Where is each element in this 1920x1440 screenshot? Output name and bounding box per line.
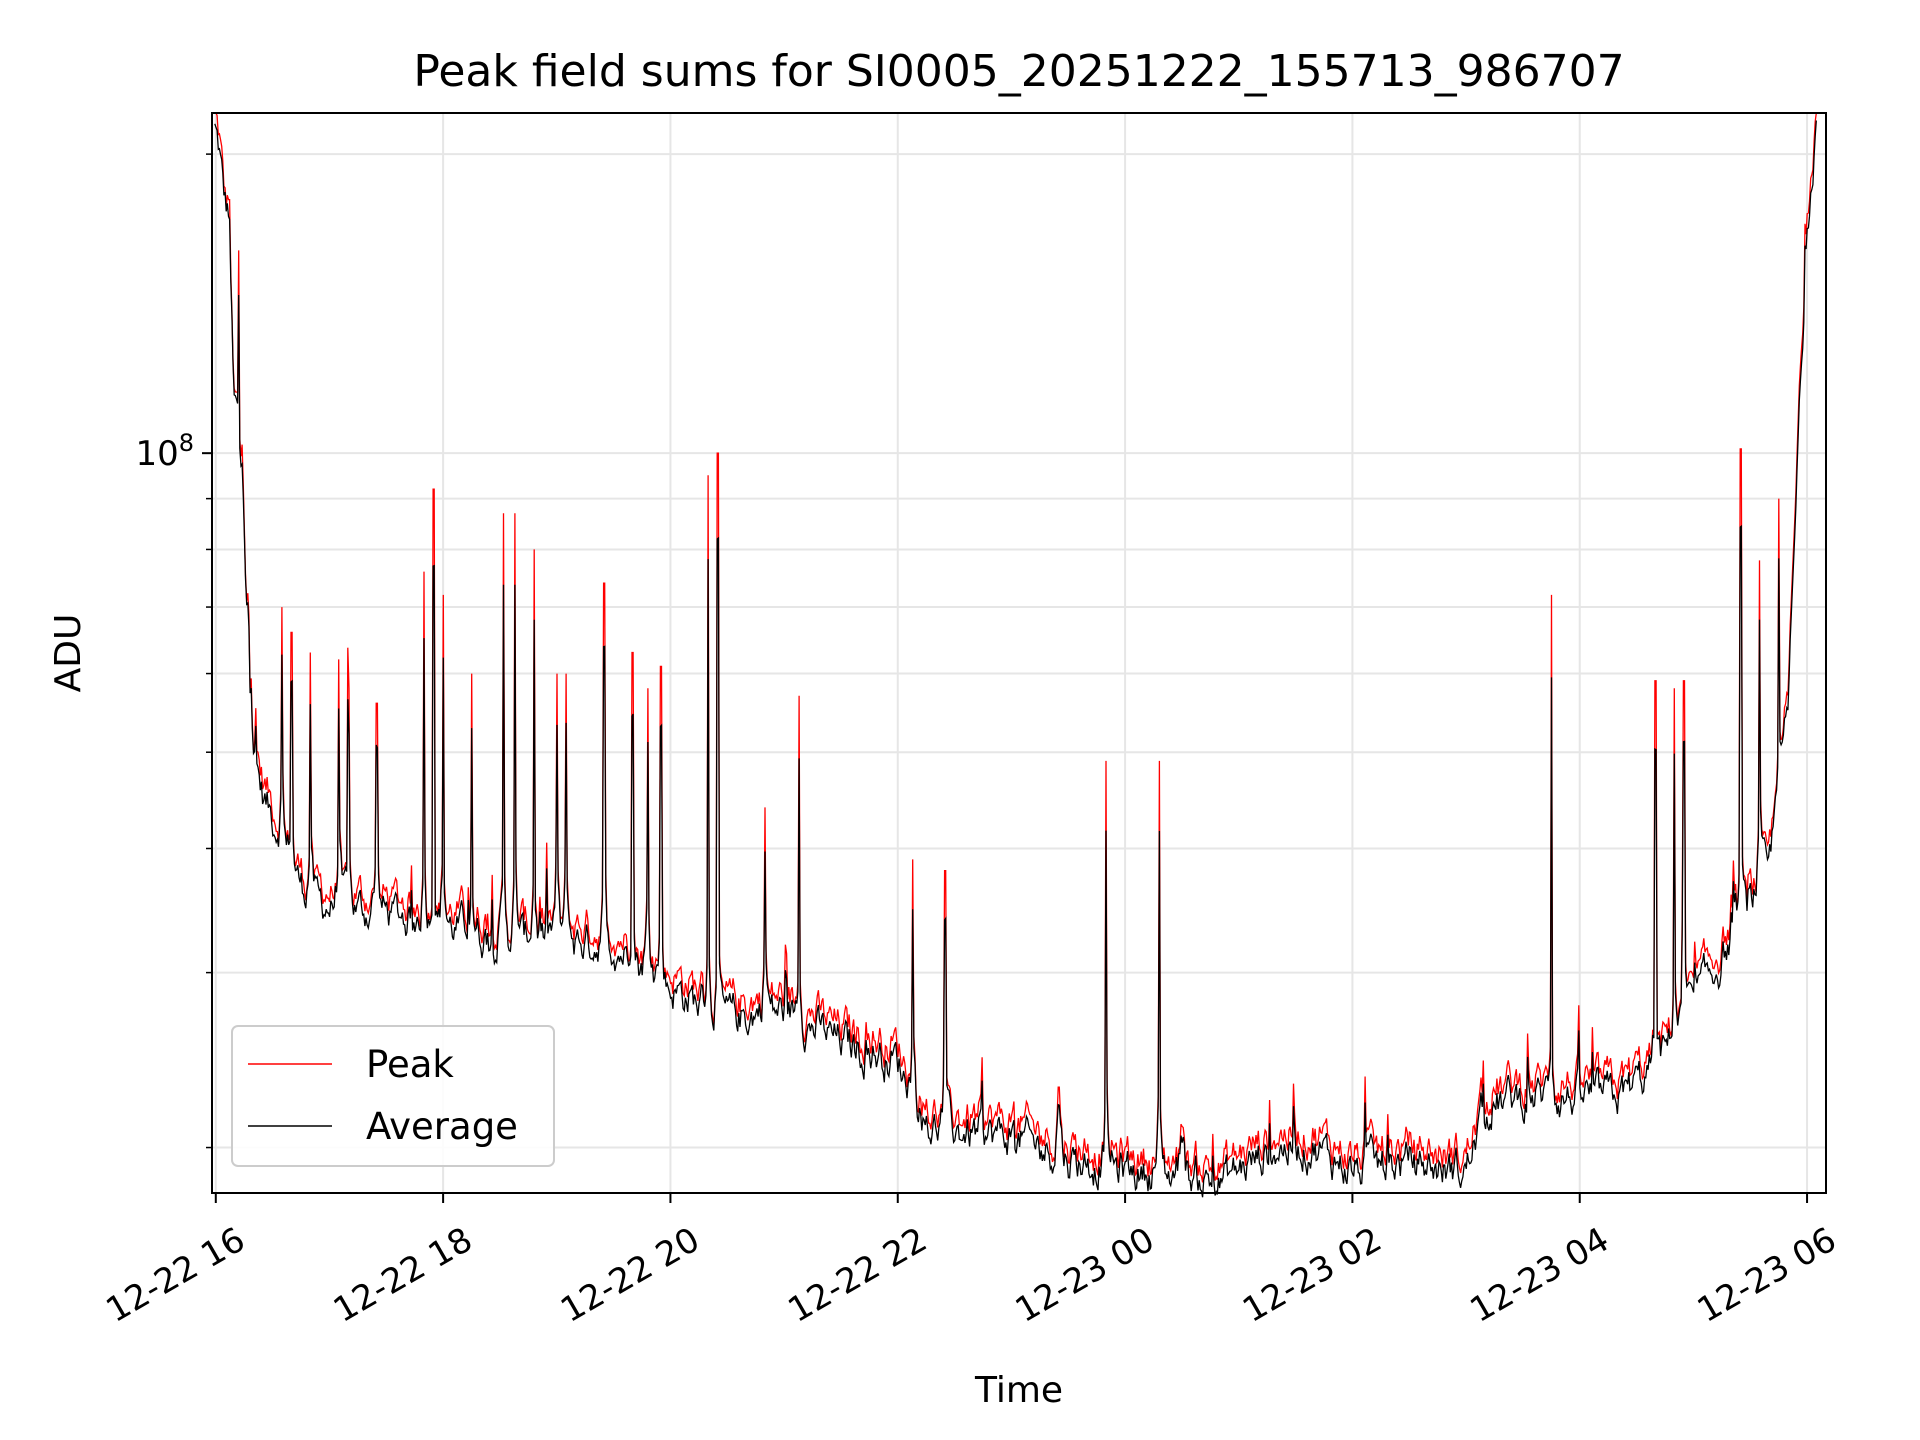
y-axis: 108: [135, 153, 212, 1149]
series-line-average: [214, 120, 1817, 1198]
legend-label-average: Average: [366, 1105, 518, 1148]
series-line-peak: [214, 112, 1817, 1183]
series-lines: [214, 112, 1817, 1198]
legend: Peak Average: [231, 1025, 555, 1167]
y-tick-label-base: 10: [135, 434, 178, 474]
y-tick-label: 108: [135, 429, 194, 474]
y-tick-label-exponent: 8: [179, 429, 194, 457]
plot-frame: [211, 112, 1827, 1194]
chart-title: Peak field sums for SI0005_20251222_1557…: [413, 46, 1624, 97]
grid: [212, 113, 1826, 1193]
y-axis-title: ADU: [48, 614, 89, 693]
x-axis-title: Time: [974, 1370, 1063, 1411]
legend-box: [231, 1025, 555, 1167]
legend-label-peak: Peak: [366, 1043, 454, 1086]
